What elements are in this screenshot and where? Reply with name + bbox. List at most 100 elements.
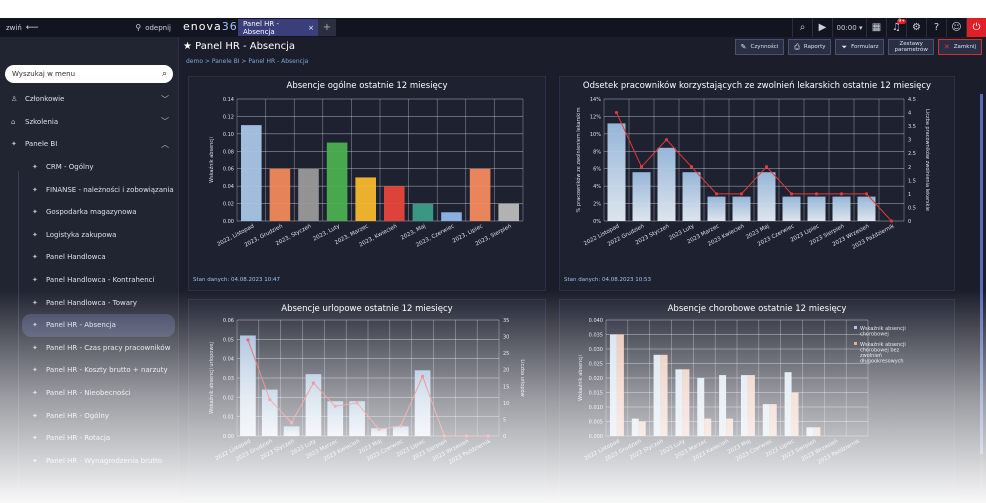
data-timestamp: Stan danych: 04.08.2023 10:53 [564,277,652,283]
timer[interactable]: 00:00 ▾ [832,18,866,37]
sidebar-item-11[interactable]: ✦ Panel HR - Czas pracy pracowników [0,337,179,360]
bar [638,421,646,436]
bar [757,172,776,221]
calendar-icon[interactable]: ▦ [866,18,886,37]
power-icon[interactable]: ⏻ [966,18,986,37]
x-tick-label: 2022 Listopad [584,438,621,462]
sidebar-item-5[interactable]: ✦ Gospodarka magazynowa [0,201,179,224]
pin-icon[interactable]: ⚲ [135,23,142,32]
help-icon[interactable]: ? [926,18,946,37]
bar [740,375,748,436]
raporty-button[interactable]: ⎙ Raporty [788,39,832,55]
bar [632,172,651,221]
gear-icon[interactable]: ⚙ [906,18,926,37]
zamknij-button[interactable]: ✕ Zamknij [937,39,982,55]
scrollbar[interactable] [980,94,983,494]
arrow-left-icon[interactable]: ⟵ [25,22,39,33]
chevron-down-icon[interactable]: ﹀ [161,94,169,104]
top-bar: zwiń ⟵ ⚲ odepnij enova365 Panel HR - Abs… [0,18,986,37]
sidebar-item-label: Panel Handlowca - Kontrahenci [46,276,155,285]
bell-icon[interactable]: ♫ 9+ [886,18,906,37]
bar [675,369,683,436]
bulb-icon: ✦ [32,411,38,420]
bar [607,123,626,221]
sidebar-item-label: Panel Handlowca - Towary [46,298,138,307]
sidebar-item-4[interactable]: ✦ FINANSE - należności i zobowiązania [0,178,179,201]
tab-panel-hr-absencja[interactable]: Panel HR - Absencja × [238,19,318,36]
sidebar-item-2[interactable]: ✦ Panele BI ︿ [0,133,179,156]
page-title: ★ Panel HR - Absencja [183,41,296,52]
chevron-up-icon[interactable]: ︿ [161,139,169,149]
line-series [616,112,892,222]
sidebar-item-label: Członkowie [25,95,65,104]
add-tab-icon[interactable]: + [318,19,336,36]
sidebar-item-3[interactable]: ✦ CRM - Ogólny [0,156,179,179]
bulb-icon: ✦ [32,456,38,465]
sidebar-item-label: Panel HR - Wynagrodzenia brutto [46,456,163,465]
zestawy-parametrow-button[interactable]: Zestawy parametrów [888,39,934,55]
bulb-icon: ✦ [32,163,38,172]
scrollbar-thumb[interactable] [980,94,983,454]
y-tick-label: 0.00 [223,219,234,225]
x-tick-label: 2022 Listopad [215,438,252,462]
play-icon[interactable]: ▶ [812,18,832,37]
y-tick-label: 0.14 [223,97,234,103]
unpin-label[interactable]: odepnij [145,23,171,32]
line-point [689,165,694,169]
bar [349,401,365,436]
sidebar-item-9[interactable]: ✦ Panel Handlowca - Towary [0,291,179,314]
sidebar-item-13[interactable]: ✦ Panel HR - Nieobecności [0,382,179,405]
collapse-label[interactable]: zwiń [6,23,22,32]
bar [616,334,624,436]
y2-tick-label: 0.5 [908,205,916,211]
bulb-icon: ✦ [32,253,38,262]
close-icon: ✕ [943,43,950,51]
sidebar-item-15[interactable]: ✦ Panel HR - Rotacja [0,427,179,450]
line-point [714,192,719,196]
search-icon[interactable]: ⌕ [792,18,812,37]
y2-tick-label: 10 [503,401,509,407]
x-tick-label: 2023 Grudzień [604,437,644,462]
x-tick-label: 2023 Kwiecień [691,437,730,462]
sidebar-item-1[interactable]: ⌂ Szkolenia ﹀ [0,111,179,134]
formularz-button[interactable]: ⏷ Formularz [835,39,885,55]
bar [704,418,712,436]
line-point [377,427,381,431]
sidebar-item-label: Szkolenia [25,117,59,126]
czynnosci-button[interactable]: ✎ Czynności [734,39,785,55]
sidebar-item-label: Panel Handlowca [46,253,106,262]
bar [384,186,405,221]
bar [784,372,792,436]
y-tick-label: 0.06 [223,167,234,173]
bar [441,212,462,221]
line-point [764,165,769,169]
star-icon[interactable]: ★ [183,41,192,52]
y2-tick-label: 3 [908,138,911,144]
sidebar-item-7[interactable]: ✦ Panel Handlowca [0,246,179,269]
y2-tick-label: 1.5 [908,178,916,184]
chart-odsetek: 0% 2% 4% 6% 8% 10% 12% 14% % pracowników ze zwol… [575,97,931,251]
sidebar-item-10[interactable]: ✦ Panel HR - Absencja [22,313,175,337]
y2-tick-label: 15 [503,384,509,390]
bar [726,418,734,436]
y-tick-label: 0.020 [589,376,603,382]
users-icon: ♙ [11,95,18,104]
bar [857,196,876,221]
menu-search-input[interactable]: Wyszukaj w menu ⌕ [5,65,173,83]
y-tick-label: 0.01 [223,415,234,421]
sidebar-item-6[interactable]: ✦ Logistyka zakupowa [0,224,179,247]
sidebar-item-8[interactable]: ✦ Panel Handlowca - Kontrahenci [0,269,179,292]
bar [283,426,300,436]
search-icon[interactable]: ⌕ [161,69,167,79]
bar [707,196,726,221]
sidebar-item-16[interactable]: ✦ Panel HR - Wynagrodzenia brutto [0,450,179,473]
sidebar-item-0[interactable]: ♙ Członkowie ﹀ [0,88,179,111]
chevron-down-icon[interactable]: ﹀ [161,117,169,127]
sidebar-item-12[interactable]: ✦ Panel HR - Koszty brutto + narzuty [0,359,179,382]
toolbar: ✎ Czynności ⎙ Raporty ⏷ Formularz Zestawy pa… [734,39,986,56]
close-icon[interactable]: × [308,23,314,32]
user-icon[interactable]: ☺ [946,18,966,37]
sidebar-item-14[interactable]: ✦ Panel HR - Ogólny [0,404,179,427]
breadcrumb[interactable]: demo > Panele BI > Panel HR - Absencja [186,58,309,65]
bar [682,172,701,221]
